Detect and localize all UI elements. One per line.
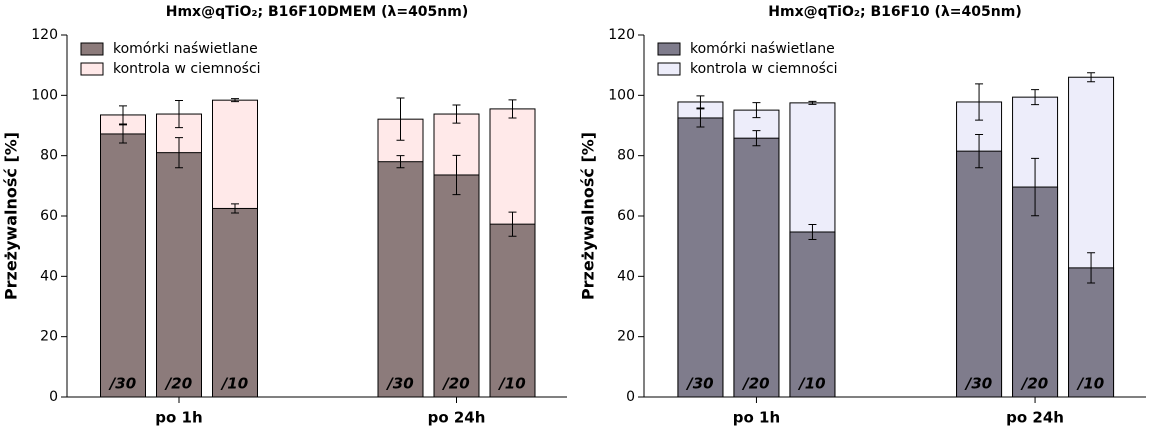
- error-bar: [396, 155, 405, 169]
- chart-title: Hmx@qTiO₂; B16F10DMEM (λ=405nm): [166, 4, 469, 20]
- bar-label: /20: [741, 375, 769, 393]
- legend-label: kontrola w ciemności: [690, 61, 838, 77]
- bar: [156, 152, 202, 398]
- y-tick-label: 100: [31, 87, 58, 103]
- error-bar: [1031, 89, 1040, 106]
- y-tick-label: 120: [608, 27, 635, 43]
- error-bar: [975, 83, 984, 121]
- error-bar: [452, 104, 461, 124]
- legend-swatch: [657, 42, 681, 56]
- error-bar: [508, 211, 517, 237]
- error-bar: [696, 95, 705, 109]
- bar-label: /30: [385, 375, 413, 393]
- bar-label: /30: [108, 375, 136, 393]
- error-bar: [975, 134, 984, 169]
- subplot: Hmx@qTiO₂; B16F10 (λ=405nm) Przeżywalność…: [579, 4, 1146, 427]
- error-bar: [231, 98, 239, 103]
- x-tick-label: po 24h: [1006, 409, 1064, 427]
- bar-label: /20: [1020, 375, 1048, 393]
- error-bar: [119, 124, 127, 144]
- error-bar: [1087, 252, 1096, 284]
- error-bar: [452, 154, 461, 196]
- y-tick-label: 40: [40, 268, 58, 284]
- bar-label: /30: [964, 375, 992, 393]
- y-tick-label: 0: [49, 389, 58, 405]
- bar: [433, 174, 480, 398]
- error-bar: [752, 130, 761, 147]
- bar: [377, 161, 424, 398]
- x-tick-label: po 1h: [733, 409, 780, 427]
- y-tick-label: 80: [617, 148, 635, 164]
- error-bar: [396, 97, 405, 141]
- y-tick-label: 60: [617, 208, 635, 224]
- error-bar: [231, 203, 239, 214]
- bar-label: /10: [797, 375, 825, 393]
- y-tick-label: 120: [31, 27, 58, 43]
- error-bar: [1031, 157, 1040, 217]
- legend-label: komórki naświetlane: [113, 41, 258, 57]
- bar-label: /20: [441, 375, 469, 393]
- bar: [789, 231, 836, 398]
- error-bar: [696, 108, 705, 128]
- bar: [733, 137, 780, 398]
- legend-label: komórki naświetlane: [690, 41, 835, 57]
- error-bar: [508, 99, 517, 119]
- x-tick-label: po 24h: [428, 409, 486, 427]
- bar: [677, 117, 724, 398]
- bar-label: /10: [1076, 375, 1104, 393]
- error-bar: [808, 223, 817, 241]
- bar: [489, 223, 536, 398]
- subplot: Hmx@qTiO₂; B16F10DMEM (λ=405nm) Przeżywal…: [2, 4, 567, 427]
- y-axis-label: Przeżywalność [%]: [2, 132, 21, 300]
- y-tick-label: 20: [40, 329, 58, 345]
- error-bar: [175, 99, 183, 129]
- legend-swatch: [657, 62, 681, 76]
- bar-label: /10: [220, 375, 248, 393]
- axes: [66, 35, 567, 398]
- error-bar: [1087, 72, 1096, 83]
- legend-swatch: [80, 62, 104, 76]
- axes: [643, 35, 1146, 398]
- chart-title: Hmx@qTiO₂; B16F10 (λ=405nm): [768, 4, 1021, 20]
- bar: [100, 133, 146, 398]
- bar-label: /30: [685, 375, 713, 393]
- bar: [212, 207, 258, 398]
- legend-label: kontrola w ciemności: [113, 61, 261, 77]
- y-tick-label: 80: [40, 148, 58, 164]
- bar: [1012, 186, 1059, 398]
- bar-label: /10: [497, 375, 525, 393]
- legend-swatch: [80, 42, 104, 56]
- error-bar: [175, 137, 183, 169]
- y-tick-label: 100: [608, 87, 635, 103]
- y-tick-label: 60: [40, 208, 58, 224]
- bar-label: /20: [164, 375, 192, 393]
- x-tick-label: po 1h: [155, 409, 202, 427]
- y-tick-label: 20: [617, 329, 635, 345]
- error-bar: [808, 100, 817, 105]
- error-bar: [752, 102, 761, 119]
- y-tick-label: 0: [626, 389, 635, 405]
- error-bar: [119, 105, 127, 125]
- y-axis-label: Przeżywalność [%]: [579, 132, 598, 300]
- y-tick-label: 40: [617, 268, 635, 284]
- bar: [956, 150, 1003, 398]
